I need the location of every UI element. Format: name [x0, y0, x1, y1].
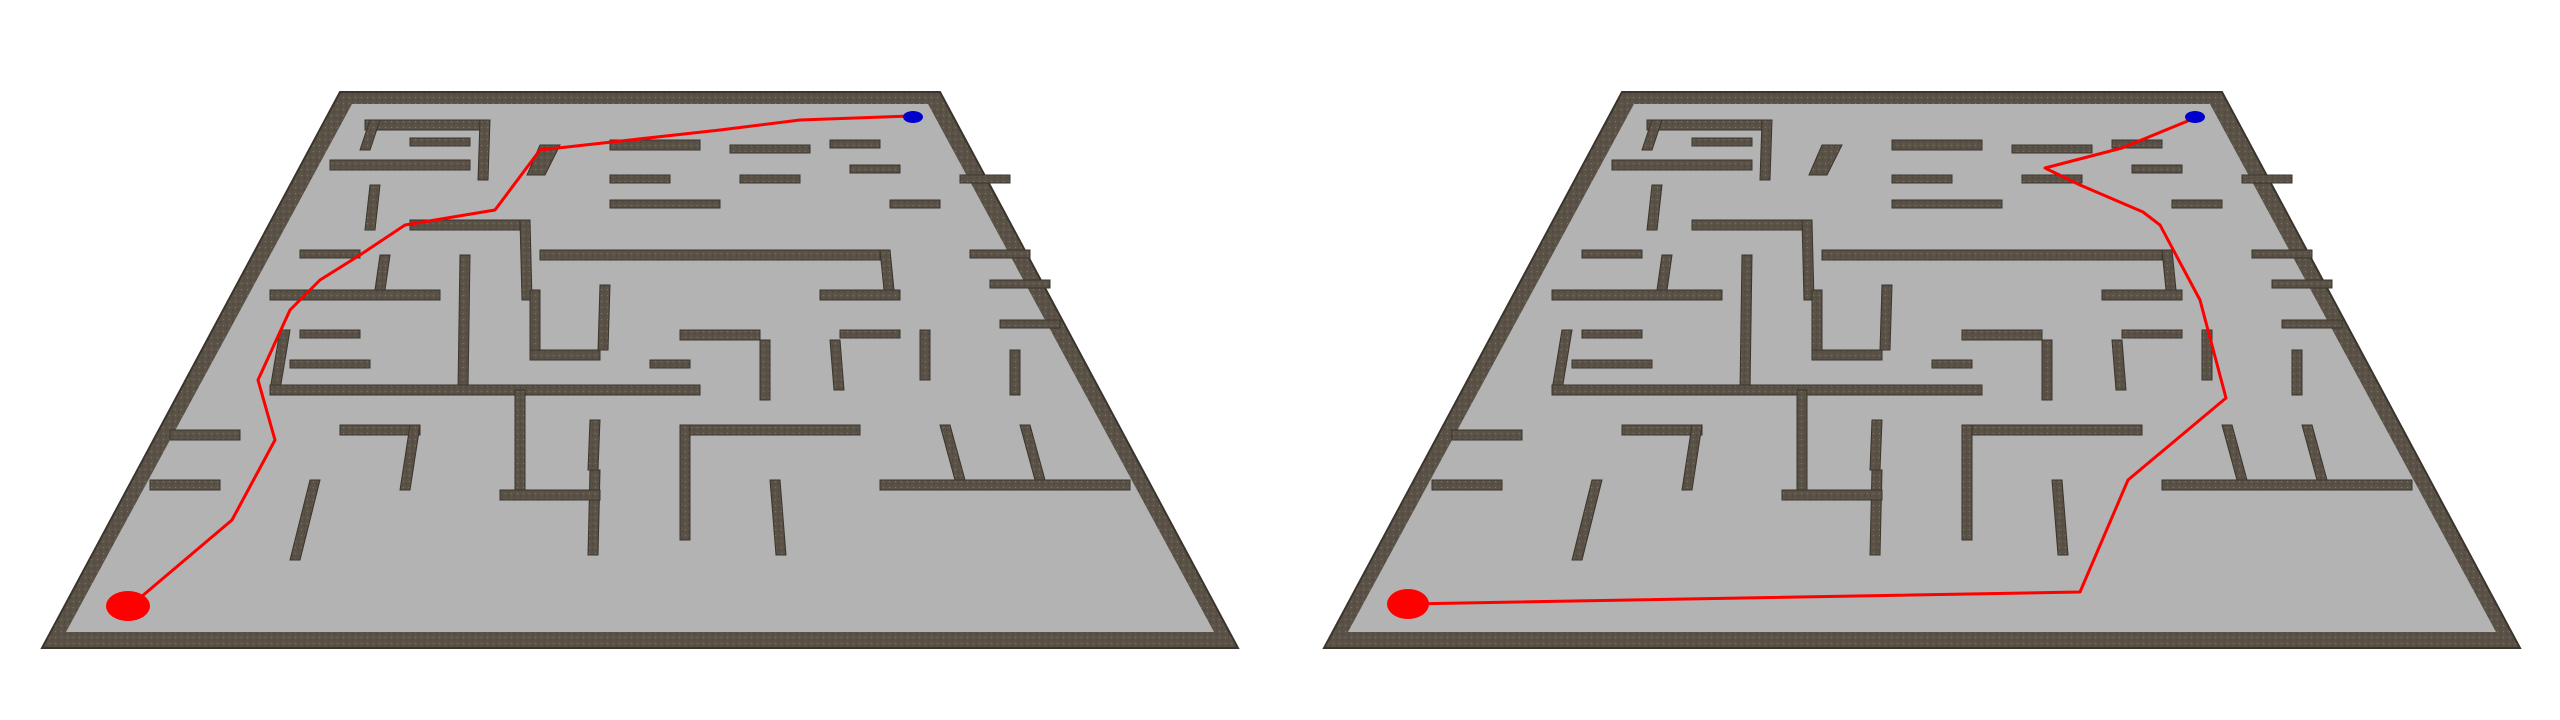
maze-floor	[66, 104, 1214, 632]
start-marker	[106, 591, 150, 621]
maze-left	[40, 91, 1240, 649]
goal-marker	[903, 111, 923, 123]
start-marker	[1387, 589, 1429, 619]
maze-walls	[1431, 119, 2413, 561]
maze-right	[1322, 91, 2522, 649]
solution-path	[1406, 116, 2228, 606]
goal-marker	[2185, 111, 2205, 123]
solution-path	[126, 114, 913, 610]
maze-floor	[1348, 104, 2496, 632]
maze-walls	[149, 119, 1131, 561]
